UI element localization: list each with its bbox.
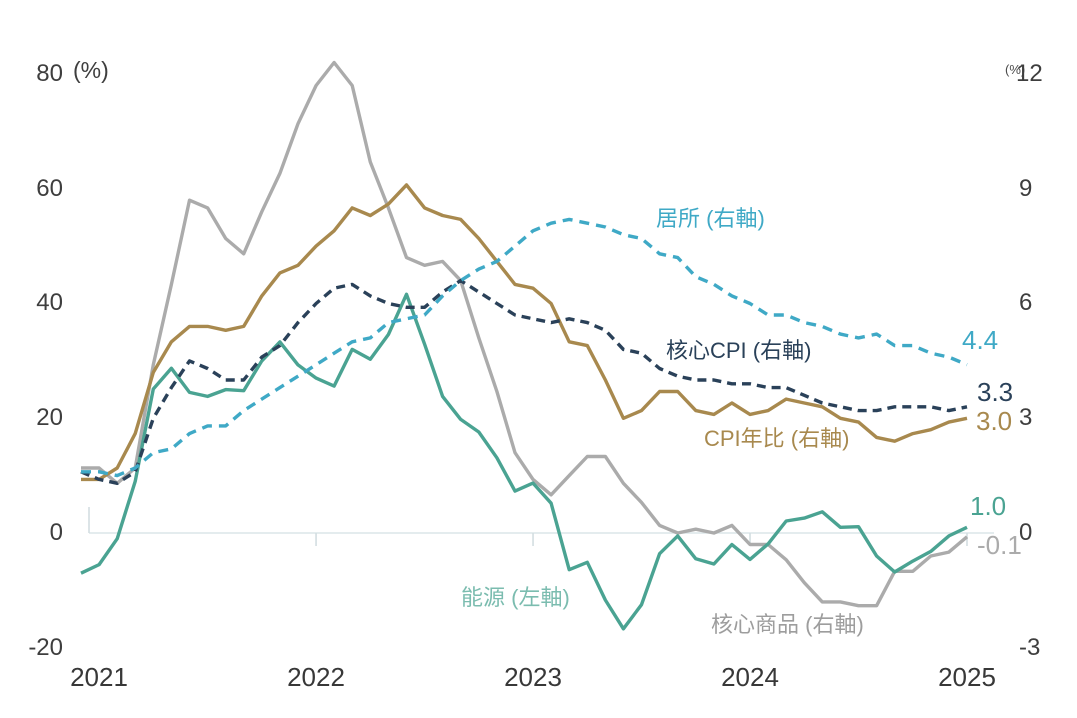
- x-axis-tick-2022: 2022: [287, 662, 345, 692]
- series-label-core-cpi: 核心CPI (右軸): [666, 338, 812, 363]
- series-line-energy: [80, 292, 968, 631]
- right-axis-tick: -3: [1019, 634, 1041, 661]
- series-label-energy: 能源 (左軸): [461, 585, 570, 610]
- left-axis-unit: (%): [73, 57, 109, 83]
- x-axis-tick-2021: 2021: [70, 662, 128, 692]
- left-axis-tick: 60: [36, 175, 63, 202]
- x-axis-tick-2025: 2025: [938, 662, 996, 692]
- series-line-core-cpi: [80, 278, 968, 485]
- left-axis-tick: -20: [28, 634, 63, 661]
- right-axis-tick: 0: [1019, 519, 1033, 546]
- right-axis-tick: 9: [1019, 175, 1033, 202]
- right-axis-tick: 3: [1019, 404, 1033, 431]
- series-label-core-goods: 核心商品 (右軸): [711, 612, 864, 637]
- series-line-core-goods: [81, 60, 969, 608]
- series-label-shelter: 居所 (右軸): [656, 206, 765, 231]
- right-axis-tick: 12: [1016, 60, 1043, 87]
- series-label-cpi-yoy: CPI年比 (右軸): [704, 426, 850, 451]
- series-line-cpi-yoy: [81, 183, 968, 482]
- right-axis-tick: 6: [1019, 289, 1033, 316]
- end-value-cpi-yoy: 3.0: [976, 406, 1013, 436]
- x-axis-tick-2023: 2023: [504, 662, 562, 692]
- x-axis-tick-2024: 2024: [721, 662, 779, 692]
- left-axis-tick: 40: [36, 289, 63, 316]
- left-axis-tick: 80: [36, 60, 63, 87]
- end-value-core-goods: -0.1: [977, 530, 1022, 560]
- end-value-shelter: 4.4: [962, 325, 999, 355]
- left-axis-tick: 0: [49, 519, 63, 546]
- series-line-shelter: [81, 217, 968, 478]
- right-axis-unit: (%): [1005, 62, 1026, 77]
- end-value-energy: 1.0: [970, 491, 1007, 521]
- end-value-core-cpi: 3.3: [977, 377, 1014, 407]
- left-axis-tick: 20: [36, 404, 63, 431]
